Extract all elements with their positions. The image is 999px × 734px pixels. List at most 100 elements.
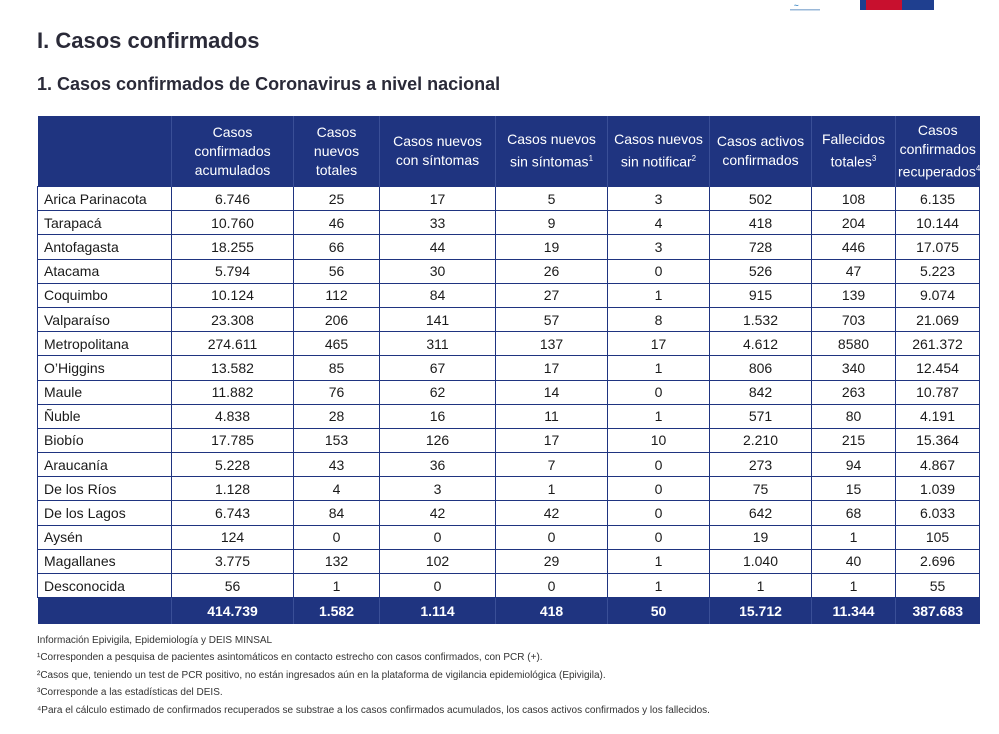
value-cell: 842	[709, 379, 812, 405]
value-cell: 11	[495, 403, 608, 429]
value-cell: 137	[495, 331, 608, 357]
value-cell: 23.308	[171, 306, 294, 333]
total-cell: 387.683	[895, 597, 980, 625]
value-cell: 56	[293, 258, 380, 284]
table-header-row: Casos confirmados acumulados Casos nuevos…	[37, 116, 981, 187]
value-cell: 94	[811, 452, 896, 478]
value-cell: 0	[495, 524, 608, 550]
table-row: Maule 11.882 76 62 14 0 842 263 10.787	[37, 379, 980, 405]
value-cell: 1	[607, 572, 710, 599]
column-header: Fallecidos totales3	[811, 116, 896, 187]
value-cell: 261.372	[895, 331, 980, 357]
footnote-marker: 1	[588, 154, 594, 164]
value-cell: 3	[379, 476, 496, 502]
value-cell: 42	[495, 500, 608, 526]
column-header-label: Fallecidos totales	[821, 131, 886, 170]
value-cell: 105	[895, 524, 980, 550]
cases-table: Casos confirmados acumulados Casos nuevos…	[37, 116, 981, 625]
region-cell: Ñuble	[37, 403, 172, 429]
column-header: Casos nuevos sin síntomas1	[495, 116, 608, 187]
value-cell: 10.787	[895, 379, 980, 405]
value-cell: 55	[895, 572, 980, 599]
value-cell: 67	[379, 355, 496, 381]
region-cell: De los Lagos	[37, 500, 172, 526]
value-cell: 4	[293, 476, 380, 502]
value-cell: 6.746	[171, 185, 294, 212]
value-cell: 80	[811, 403, 896, 429]
section-title: I. Casos confirmados	[37, 28, 260, 53]
table-row: Desconocida 56 1 0 0 1 1 1 55	[37, 572, 980, 599]
value-cell: 0	[495, 572, 608, 599]
footnote-marker: 4	[975, 163, 981, 173]
source-note: Información Epivigila, Epidemiología y D…	[37, 635, 273, 646]
value-cell: 68	[811, 500, 896, 526]
value-cell: 4	[607, 210, 710, 236]
value-cell: 108	[811, 185, 896, 212]
value-cell: 56	[171, 572, 294, 599]
value-cell: 47	[811, 258, 896, 284]
value-cell: 6.135	[895, 185, 980, 212]
value-cell: 1	[293, 572, 380, 599]
value-cell: 15	[811, 476, 896, 502]
value-cell: 0	[607, 524, 710, 550]
value-cell: 33	[379, 210, 496, 236]
region-cell: Antofagasta	[37, 234, 172, 260]
value-cell: 465	[293, 331, 380, 357]
value-cell: 15.364	[895, 427, 980, 454]
value-cell: 3	[607, 234, 710, 260]
region-cell: O’Higgins	[37, 355, 172, 381]
value-cell: 4.838	[171, 403, 294, 429]
value-cell: 14	[495, 379, 608, 405]
value-cell: 1	[607, 282, 710, 308]
value-cell: 17	[495, 427, 608, 454]
footnotes: Información Epivigila, Epidemiología y D…	[37, 632, 710, 719]
value-cell: 28	[293, 403, 380, 429]
total-cell: 1.582	[293, 597, 380, 625]
value-cell: 915	[709, 282, 812, 308]
value-cell: 29	[495, 548, 608, 575]
value-cell: 19	[495, 234, 608, 260]
value-cell: 0	[607, 476, 710, 502]
region-cell: Tarapacá	[37, 210, 172, 236]
value-cell: 4.612	[709, 331, 812, 357]
value-cell: 10.144	[895, 210, 980, 236]
table-row: Metropolitana 274.611 465 311 137 17 4.612 8580…	[37, 331, 980, 357]
value-cell: 76	[293, 379, 380, 405]
value-cell: 85	[293, 355, 380, 381]
value-cell: 1	[811, 524, 896, 550]
column-header: Casos nuevos totales	[293, 116, 380, 187]
value-cell: 502	[709, 185, 812, 212]
value-cell: 25	[293, 185, 380, 212]
value-cell: 1	[811, 572, 896, 599]
value-cell: 7	[495, 452, 608, 478]
value-cell: 12.454	[895, 355, 980, 381]
value-cell: 9	[495, 210, 608, 236]
value-cell: 4.191	[895, 403, 980, 429]
footnote: ⁴Para el cálculo estimado de confirmados…	[37, 704, 710, 716]
value-cell: 84	[293, 500, 380, 526]
value-cell: 703	[811, 306, 896, 333]
svg-text:~: ~	[794, 1, 799, 10]
value-cell: 84	[379, 282, 496, 308]
value-cell: 43	[293, 452, 380, 478]
value-cell: 5.228	[171, 452, 294, 478]
value-cell: 2.696	[895, 548, 980, 575]
region-cell: Valparaíso	[37, 306, 172, 333]
value-cell: 9.074	[895, 282, 980, 308]
table-row: Antofagasta 18.255 66 44 19 3 728 446 17.075	[37, 234, 980, 260]
table-row: Arica Parinacota 6.746 25 17 5 3 502 108 6.135	[37, 185, 980, 212]
column-header-label: Casos activos confirmados	[716, 133, 805, 168]
value-cell: 62	[379, 379, 496, 405]
region-cell: De los Ríos	[37, 476, 172, 502]
value-cell: 1.039	[895, 476, 980, 502]
value-cell: 27	[495, 282, 608, 308]
value-cell: 17	[607, 331, 710, 357]
value-cell: 126	[379, 427, 496, 454]
value-cell: 17.075	[895, 234, 980, 260]
value-cell: 6.743	[171, 500, 294, 526]
value-cell: 215	[811, 427, 896, 454]
value-cell: 44	[379, 234, 496, 260]
column-header-label: Casos confirmados acumulados	[194, 123, 271, 178]
region-cell: Desconocida	[37, 572, 172, 599]
value-cell: 311	[379, 331, 496, 357]
